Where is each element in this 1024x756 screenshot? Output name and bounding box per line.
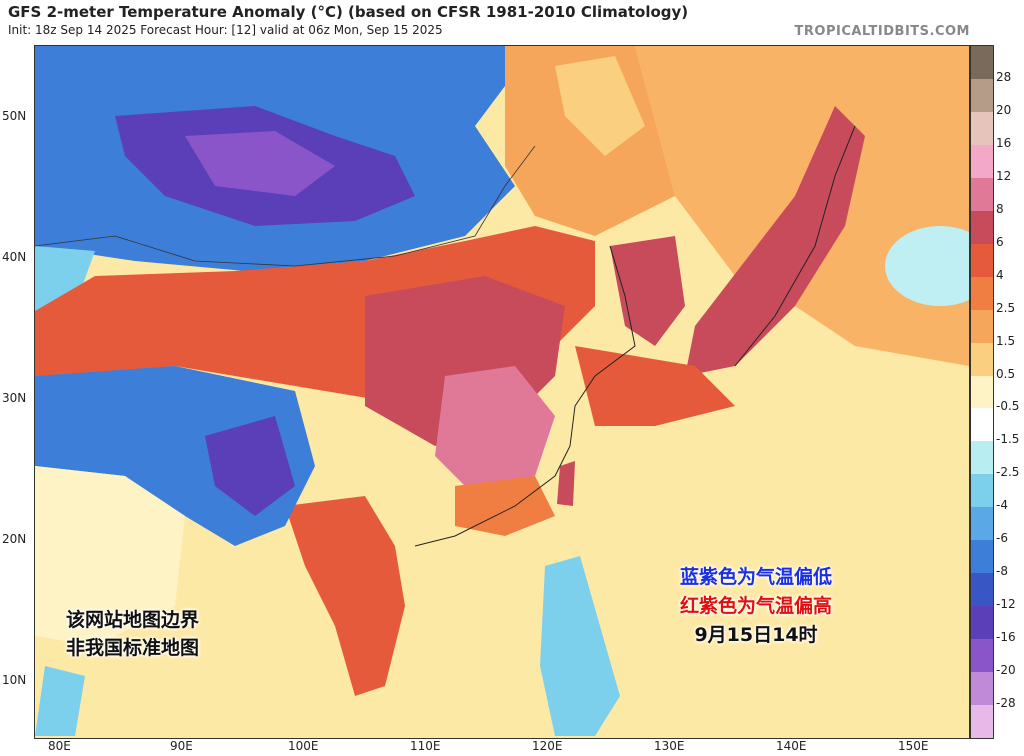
disclaimer-line-2: 非我国标准地图 [66, 637, 200, 659]
japan-coastline [734, 125, 856, 367]
colorbar-label: -0.5 [996, 399, 1020, 414]
colorbar-segment [971, 507, 993, 541]
header: GFS 2-meter Temperature Anomaly (°C) (ba… [8, 3, 688, 37]
disclaimer-line-1: 该网站地图边界 [66, 609, 200, 631]
colorbar-label: 12 [996, 168, 1012, 183]
colorbar-segment [971, 672, 993, 706]
hot-japan [685, 106, 865, 376]
color-legend-note: 蓝紫色为气温偏低 红紫色为气温偏高 9月15日14时 [680, 563, 832, 650]
warm-south-china [455, 476, 555, 536]
colorbar-label: -28 [996, 696, 1016, 711]
lon-label-140e: 140E [776, 739, 807, 753]
colorbar-segment [971, 309, 993, 343]
anomaly-map [34, 45, 970, 739]
lon-label-110e: 110E [410, 739, 441, 753]
colorbar-segment [971, 144, 993, 178]
map-subtitle: Init: 18z Sep 14 2025 Forecast Hour: [12… [8, 23, 443, 37]
colorbar-label: -6 [996, 531, 1008, 546]
colorbar-label: 0.5 [996, 366, 1016, 381]
hot-korea [610, 236, 685, 346]
colorbar-label: -1.5 [996, 432, 1020, 447]
colorbar-label: 20 [996, 102, 1012, 117]
colorbar-label: 1.5 [996, 333, 1016, 348]
map-disclaimer: 该网站地图边界 非我国标准地图 [66, 606, 199, 662]
lon-label-120e: 120E [532, 739, 563, 753]
lon-label-90e: 90E [170, 739, 193, 753]
cool-sri-lanka [35, 666, 85, 736]
colorbar-segment [971, 177, 993, 211]
legend-date-text: 9月15日14时 [694, 624, 818, 646]
colorbar-label: -12 [996, 597, 1016, 612]
taiwan [557, 461, 575, 506]
lon-label-100e: 100E [288, 739, 319, 753]
very-hot-east-china [435, 366, 555, 496]
lon-label-80e: 80E [48, 739, 71, 753]
extreme-cold-core [185, 131, 335, 196]
mild-northeast [555, 56, 645, 156]
colorbar-segment [971, 375, 993, 409]
warm-indochina [285, 496, 405, 696]
cool-philippines [540, 556, 620, 736]
neutral-bay-of-bengal [35, 466, 185, 646]
colorbar-label: 2.5 [996, 300, 1016, 315]
lon-label-150e: 150E [898, 739, 929, 753]
colorbar-segment [971, 46, 993, 79]
colorbar-label: 16 [996, 135, 1012, 150]
colorbar-segment [971, 210, 993, 244]
lat-label-10n: 10N [2, 673, 27, 687]
colorbar-segment [971, 441, 993, 475]
legend-cold-text: 蓝紫色为气温偏低 [680, 566, 833, 588]
colorbar-segment [971, 243, 993, 277]
map-title: GFS 2-meter Temperature Anomaly (°C) (ba… [8, 3, 689, 21]
colorbar-segment [971, 276, 993, 310]
colorbar-label: -4 [996, 498, 1008, 513]
colorbar-segment [971, 606, 993, 640]
colorbar-segment [971, 408, 993, 442]
lat-label-50n: 50N [2, 109, 27, 123]
colorbar-segment [971, 111, 993, 145]
cool-patch-east [885, 226, 969, 306]
border-line-north [35, 145, 536, 267]
colorbar-label: 8 [996, 201, 1004, 216]
colorbar-segment [971, 540, 993, 574]
colorbar-label: 6 [996, 234, 1004, 249]
cold-core-myanmar [205, 416, 295, 516]
colorbar-label: 4 [996, 267, 1004, 282]
colorbar-segment [971, 705, 993, 739]
colorbar-segment [971, 474, 993, 508]
lat-label-40n: 40N [2, 250, 27, 264]
cool-west-edge [35, 246, 95, 311]
colorbar-label: -16 [996, 630, 1016, 645]
warm-east-china-sea [575, 346, 735, 426]
colorbar-segment [971, 342, 993, 376]
colorbar-segment [971, 78, 993, 112]
lat-label-20n: 20N [2, 532, 27, 546]
site-watermark: TROPICALTIDBITS.COM [794, 24, 970, 39]
colorbar-label: -8 [996, 564, 1008, 579]
colorbar-label: -20 [996, 663, 1016, 678]
colorbar-label: -2.5 [996, 465, 1020, 480]
colorbar-label: 28 [996, 69, 1012, 84]
china-coastline [414, 245, 636, 547]
legend-warm-text: 红紫色为气温偏高 [680, 595, 833, 617]
lat-label-30n: 30N [2, 391, 27, 405]
colorbar [970, 45, 994, 739]
colorbar-segment [971, 573, 993, 607]
lon-label-130e: 130E [654, 739, 685, 753]
map-canvas [35, 46, 969, 738]
colorbar-segment [971, 639, 993, 673]
